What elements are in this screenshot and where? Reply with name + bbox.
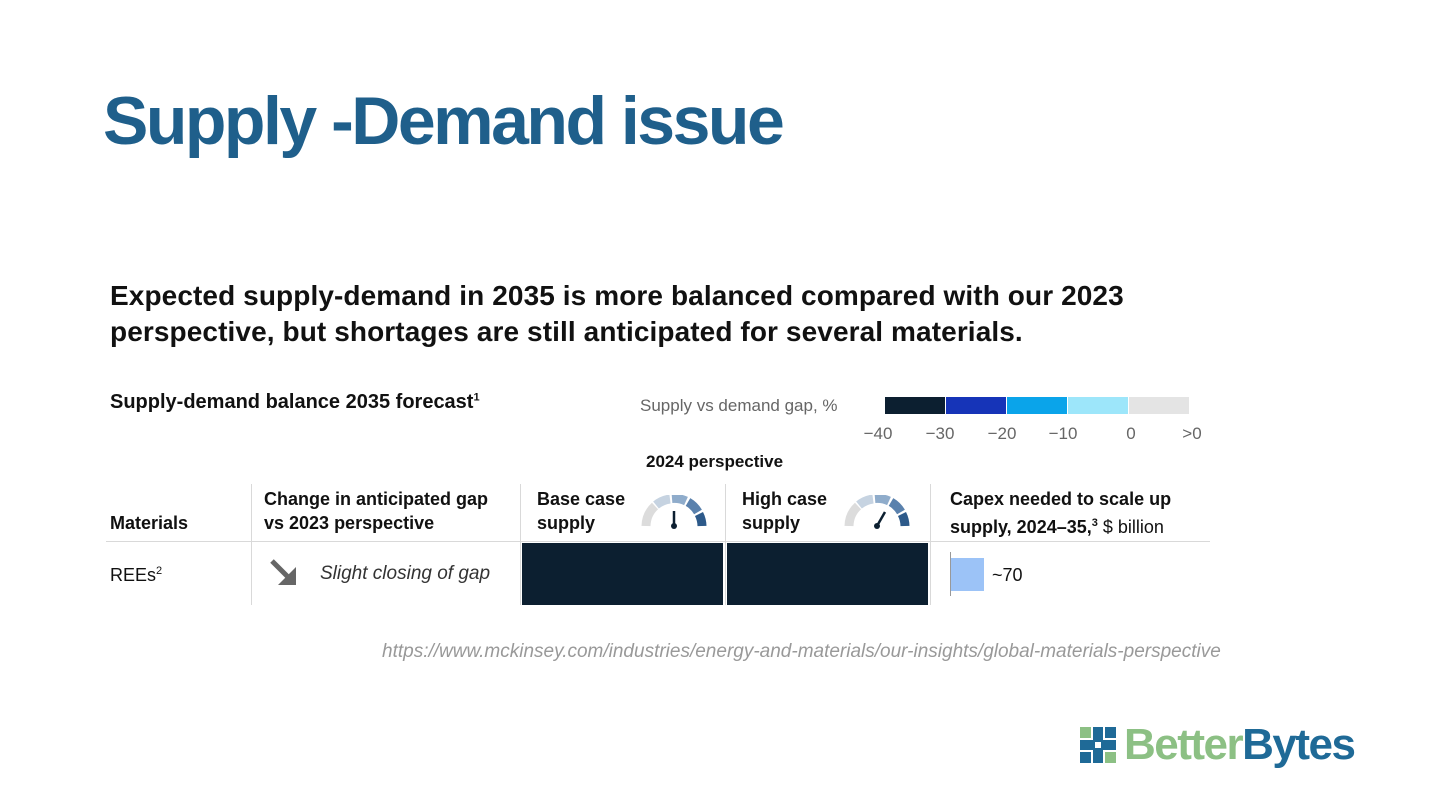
capex-axis — [950, 552, 951, 596]
legend-segment-minus-10 — [1068, 397, 1128, 414]
slide-title: Supply -Demand issue — [103, 83, 785, 159]
legend-tick: −30 — [925, 424, 955, 443]
column-header-high-case: High case supply — [742, 487, 827, 535]
column-header-capex: Capex needed to scale up supply, 2024–35… — [950, 487, 1171, 539]
legend-segment-minus-20 — [1007, 397, 1067, 414]
chart-title: Supply-demand balance 2035 forecast1 — [110, 391, 480, 414]
legend-segment-zero — [1129, 397, 1189, 414]
legend-tick: −20 — [987, 424, 1017, 443]
gap-change-text: Slight closing of gap — [320, 563, 491, 584]
legend-tick: −40 — [863, 424, 893, 443]
legend-tick: −10 — [1048, 424, 1078, 443]
column-header-base-case: Base case supply — [537, 487, 625, 535]
capex-footnote: 3 — [1091, 517, 1098, 529]
header-divider — [106, 541, 1210, 542]
column-header-capex-line2: supply, 2024–35,3 $ billion — [950, 511, 1171, 539]
column-header-high-line1: High case — [742, 489, 828, 509]
column-divider — [251, 484, 252, 605]
legend-segment-minus-30 — [946, 397, 1006, 414]
capex-value: ~70 — [992, 565, 1023, 585]
betterbytes-logo: BetterBytes — [1080, 720, 1356, 770]
column-header-capex-line1: Capex needed to scale up — [950, 489, 1172, 509]
column-header-materials: Materials — [110, 513, 189, 533]
logo-text-better: Better — [1124, 720, 1244, 769]
column-header-change-line1: Change in anticipated gap — [264, 489, 489, 509]
base-case-supply-cell — [522, 543, 723, 605]
row-material-footnote: 2 — [156, 565, 163, 577]
column-header-change-line2: vs 2023 perspective — [264, 513, 435, 533]
capex-line2-text: supply, 2024–35, — [950, 517, 1092, 537]
legend-label: Supply vs demand gap, % — [640, 396, 838, 415]
column-divider — [930, 484, 931, 605]
column-header-base-line2: supply — [537, 513, 596, 533]
legend-tick: >0 — [1182, 424, 1202, 443]
arrow-down-right-icon — [270, 559, 296, 585]
column-header-high-line2: supply — [742, 513, 801, 533]
capex-bar — [951, 558, 984, 591]
high-case-gauge-icon — [844, 495, 910, 529]
logo-text-bytes: Bytes — [1242, 720, 1356, 769]
base-case-gauge-icon — [641, 495, 707, 529]
column-header-base-line1: Base case — [537, 489, 626, 509]
capex-unit: $ billion — [1097, 517, 1164, 537]
legend-color-scale — [885, 397, 1190, 414]
column-divider — [725, 484, 726, 605]
column-divider — [520, 484, 521, 605]
chart-headline: Expected supply-demand in 2035 is more b… — [110, 280, 1124, 347]
column-header-change: Change in anticipated gap vs 2023 perspe… — [264, 487, 488, 535]
logo-mark-icon — [1080, 727, 1116, 763]
legend-tick: 0 — [1126, 424, 1136, 443]
source-link[interactable]: https://www.mckinsey.com/industries/ener… — [382, 641, 1221, 662]
perspective-label: 2024 perspective — [646, 452, 784, 471]
row-material-label: REEs2 — [110, 565, 162, 586]
row-material-text: REEs — [110, 565, 157, 585]
chart-title-footnote: 1 — [473, 391, 480, 404]
legend-segment-minus-40 — [885, 397, 945, 414]
high-case-supply-cell — [727, 543, 928, 605]
chart-title-text: Supply-demand balance 2035 forecast — [110, 391, 474, 413]
